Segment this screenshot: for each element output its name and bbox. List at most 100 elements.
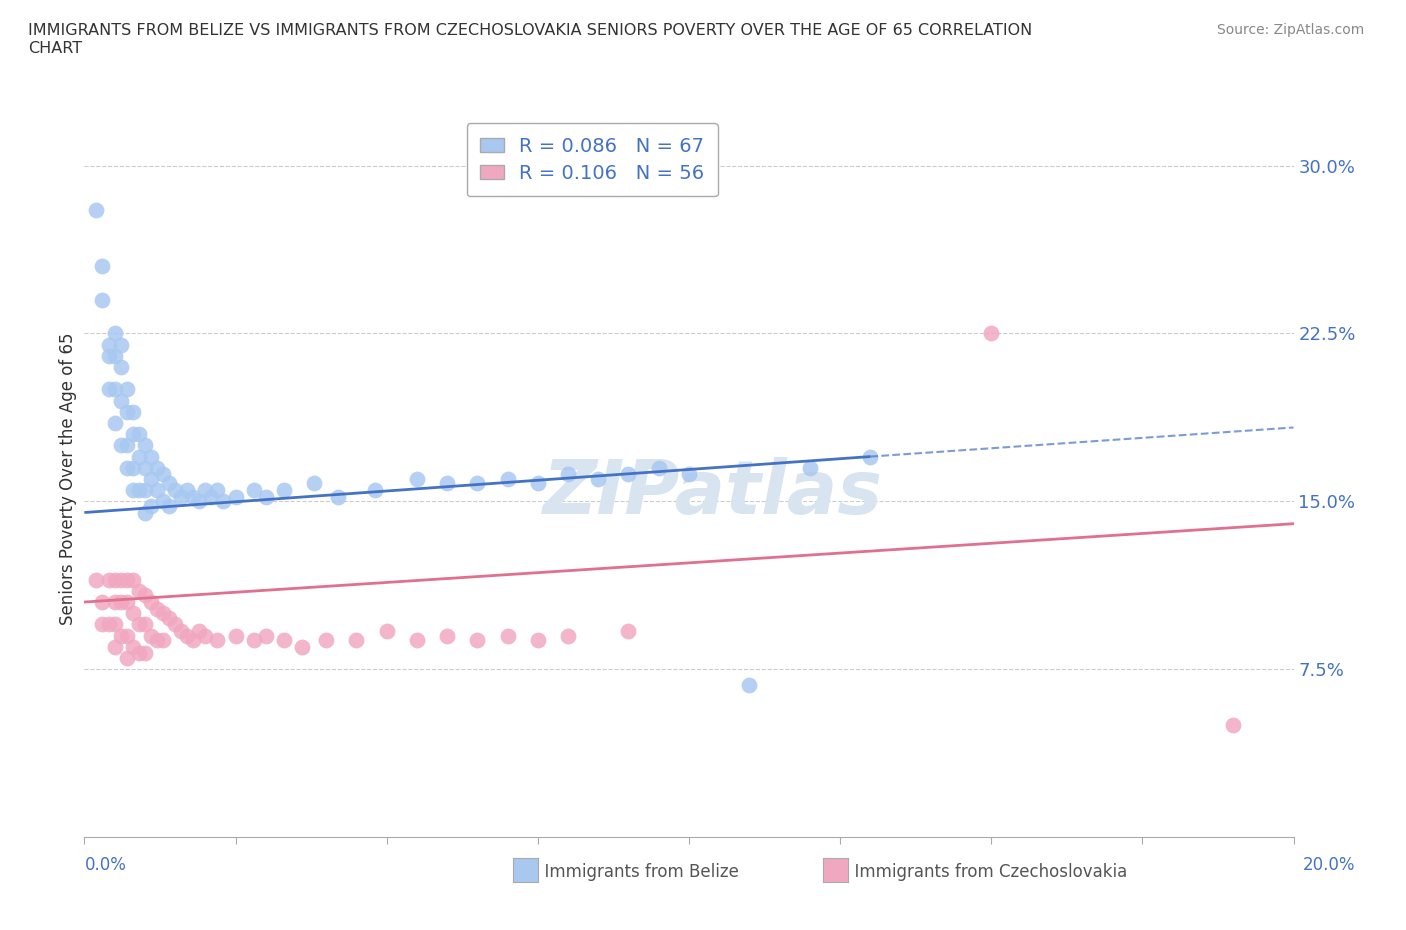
Text: 0.0%: 0.0% [84, 856, 127, 873]
Point [181, 489, 204, 504]
Point [157, 476, 180, 491]
Point [110, 594, 132, 609]
Point [121, 639, 143, 654]
Point [188, 624, 211, 639]
Point [165, 483, 187, 498]
Point [152, 467, 174, 482]
Point [104, 594, 127, 609]
Point [104, 617, 127, 631]
Point [678, 467, 700, 482]
Point [121, 460, 143, 475]
Point [110, 572, 132, 587]
Point [588, 472, 610, 486]
Point [86, 203, 108, 218]
Point [212, 494, 235, 509]
Point [315, 632, 337, 647]
Text: 20.0%: 20.0% [1302, 856, 1355, 873]
Point [128, 617, 150, 631]
Point [181, 632, 204, 647]
Point [273, 483, 295, 498]
Point [128, 483, 150, 498]
Point [115, 572, 138, 587]
Point [115, 594, 138, 609]
Point [467, 476, 489, 491]
Y-axis label: Seniors Poverty Over the Age of 65: Seniors Poverty Over the Age of 65 [59, 333, 77, 625]
Point [242, 483, 264, 498]
Point [139, 472, 162, 486]
Point [104, 639, 127, 654]
Point [436, 628, 458, 643]
Point [467, 632, 489, 647]
Point [121, 572, 143, 587]
Point [1222, 718, 1244, 733]
Point [207, 632, 229, 647]
Point [152, 632, 174, 647]
Point [527, 632, 550, 647]
Point [225, 628, 247, 643]
Point [97, 349, 120, 364]
Point [375, 624, 398, 639]
Point [617, 467, 640, 482]
Text: Immigrants from Czechoslovakia: Immigrants from Czechoslovakia [844, 863, 1126, 882]
Point [176, 483, 198, 498]
Point [273, 632, 295, 647]
Point [134, 505, 156, 520]
Point [225, 489, 247, 504]
Point [738, 677, 761, 692]
Point [115, 460, 138, 475]
Text: Source: ZipAtlas.com: Source: ZipAtlas.com [1216, 23, 1364, 37]
Point [302, 476, 325, 491]
Point [134, 646, 156, 661]
Point [110, 393, 132, 408]
Point [146, 632, 169, 647]
Point [328, 489, 350, 504]
Point [496, 628, 519, 643]
Point [207, 483, 229, 498]
Point [134, 460, 156, 475]
Point [617, 624, 640, 639]
Point [104, 382, 127, 397]
Text: IMMIGRANTS FROM BELIZE VS IMMIGRANTS FROM CZECHOSLOVAKIA SENIORS POVERTY OVER TH: IMMIGRANTS FROM BELIZE VS IMMIGRANTS FRO… [28, 23, 1032, 56]
Point [436, 476, 458, 491]
Point [104, 416, 127, 431]
Point [157, 498, 180, 513]
Point [557, 628, 579, 643]
Point [110, 338, 132, 352]
Point [194, 628, 217, 643]
Point [91, 259, 114, 273]
Point [139, 628, 162, 643]
Point [152, 494, 174, 509]
Point [139, 594, 162, 609]
Point [139, 449, 162, 464]
Point [859, 449, 882, 464]
Point [980, 326, 1002, 341]
Point [121, 405, 143, 419]
Text: ZIPatlas: ZIPatlas [543, 457, 883, 530]
Point [97, 572, 120, 587]
Legend: R = 0.086   N = 67, R = 0.106   N = 56: R = 0.086 N = 67, R = 0.106 N = 56 [467, 124, 718, 196]
Point [104, 349, 127, 364]
Point [406, 472, 429, 486]
Point [799, 460, 821, 475]
Point [104, 326, 127, 341]
Point [254, 489, 277, 504]
Point [170, 489, 193, 504]
Point [496, 472, 519, 486]
Point [254, 628, 277, 643]
Point [188, 494, 211, 509]
Point [165, 617, 187, 631]
Point [91, 594, 114, 609]
Point [406, 632, 429, 647]
Point [115, 382, 138, 397]
Point [121, 427, 143, 442]
Point [110, 438, 132, 453]
Point [146, 602, 169, 617]
Point [128, 646, 150, 661]
Point [128, 449, 150, 464]
Point [121, 605, 143, 620]
Point [121, 483, 143, 498]
Point [194, 483, 217, 498]
Point [346, 632, 368, 647]
Point [115, 405, 138, 419]
Point [110, 360, 132, 375]
